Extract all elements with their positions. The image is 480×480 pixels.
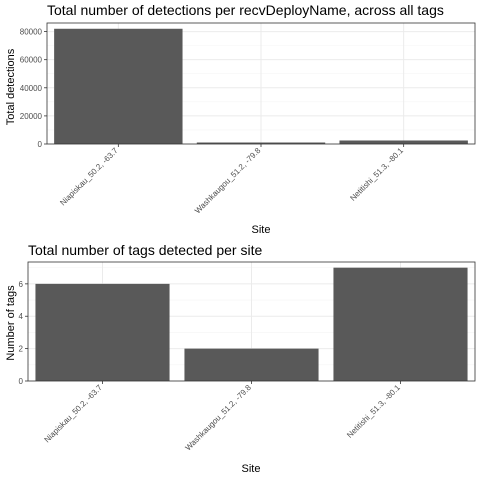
detections-chart: Total number of detections per recvDeplo… <box>5 2 476 236</box>
y-axis-title: Number of tags <box>5 285 17 361</box>
y-tick-label: 80000 <box>20 28 43 37</box>
chart-title: Total number of tags detected per site <box>28 242 262 258</box>
x-axis-title: Site <box>252 224 271 236</box>
y-axis: 0 2 4 6 <box>19 280 28 386</box>
bar <box>54 28 183 145</box>
bar <box>35 283 170 381</box>
bar <box>196 142 326 144</box>
x-tick-label: Netitishi_51.3, -80.1 <box>348 146 405 203</box>
y-tick-label: 2 <box>19 345 24 354</box>
bar <box>184 348 319 381</box>
y-axis-title: Total detections <box>5 48 17 125</box>
x-axis: Niapiskau_50.2, -63.7 Washkaugou_51.2, -7… <box>43 381 402 453</box>
bars <box>54 28 468 145</box>
y-tick-label: 60000 <box>20 56 43 65</box>
y-tick-label: 0 <box>38 140 43 149</box>
y-tick-label: 0 <box>19 377 24 386</box>
y-tick-label: 40000 <box>20 84 43 93</box>
y-tick-label: 6 <box>19 280 24 289</box>
chart-title: Total number of detections per recvDeplo… <box>47 2 444 18</box>
x-tick-label: Netitishi_51.3, -80.1 <box>345 383 402 440</box>
x-axis: Niapiskau_50.2, -63.7 Washkaugou_51.2, -7… <box>58 144 405 215</box>
bars <box>35 267 468 381</box>
x-tick-label: Washkaugou_51.2, -79.8 <box>184 383 254 453</box>
y-axis: 0 20000 40000 60000 80000 <box>20 28 47 149</box>
x-tick-label: Washkaugou_51.2, -79.8 <box>193 146 263 216</box>
y-tick-label: 20000 <box>20 112 43 121</box>
y-tick-label: 4 <box>19 312 24 321</box>
x-axis-title: Site <box>242 463 261 475</box>
x-tick-label: Niapiskau_50.2, -63.7 <box>43 383 105 445</box>
x-tick-label: Niapiskau_50.2, -63.7 <box>58 146 120 208</box>
tags-chart: Total number of tags detected per site N… <box>5 242 476 475</box>
bar <box>333 267 468 381</box>
bar <box>339 140 468 144</box>
